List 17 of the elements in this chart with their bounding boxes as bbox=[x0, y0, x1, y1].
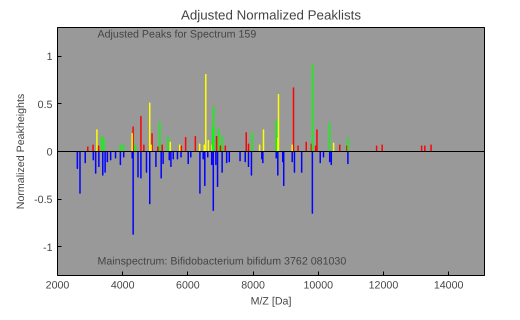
chart-title: Adjusted Normalized Peaklists bbox=[180, 8, 362, 22]
x-tick-label: 8000 bbox=[241, 280, 265, 292]
annotation: Adjusted Peaks for Spectrum 159 bbox=[98, 28, 256, 40]
x-tick-label: 14000 bbox=[434, 280, 464, 292]
x-tick-label: 4000 bbox=[110, 280, 135, 292]
annotation: Mainspectrum: Bifidobacterium bifidum 3762 081030 bbox=[98, 256, 346, 268]
x-tick-label: 6000 bbox=[176, 280, 200, 292]
y-tick-label: 1 bbox=[46, 51, 53, 64]
x-axis-title: M/Z [Da] bbox=[250, 296, 292, 308]
x-tick-label: 2000 bbox=[46, 280, 70, 292]
y-tick-label: -0.5 bbox=[34, 194, 53, 206]
y-axis-title: Normalized Peakheights bbox=[15, 94, 28, 210]
x-tick-label: 12000 bbox=[368, 280, 398, 292]
y-tick-label: 0.5 bbox=[38, 98, 53, 111]
y-tick-label: 0 bbox=[46, 146, 53, 158]
y-tick-label: -1 bbox=[43, 242, 53, 254]
x-tick-label: 10000 bbox=[303, 280, 334, 292]
